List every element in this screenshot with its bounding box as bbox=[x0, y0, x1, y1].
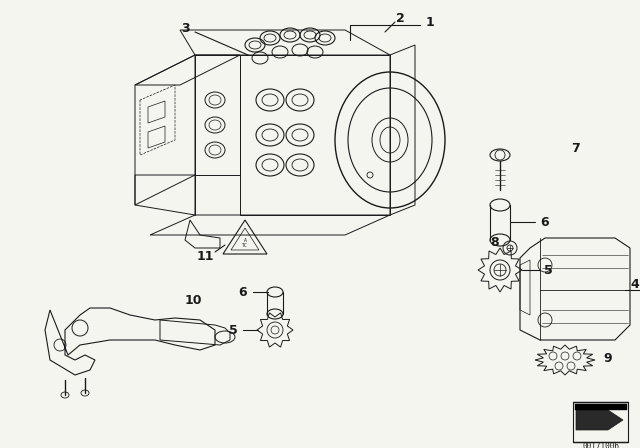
Text: 5: 5 bbox=[228, 323, 237, 336]
Text: A
TC: A TC bbox=[242, 238, 248, 248]
Text: 1: 1 bbox=[426, 16, 435, 29]
Text: 3: 3 bbox=[180, 22, 189, 34]
Text: 2: 2 bbox=[396, 12, 404, 25]
Text: 4: 4 bbox=[630, 279, 639, 292]
Text: 00171006: 00171006 bbox=[582, 441, 620, 448]
Text: 8: 8 bbox=[491, 236, 499, 249]
Text: 6: 6 bbox=[239, 285, 247, 298]
Text: 6: 6 bbox=[541, 215, 549, 228]
Text: 11: 11 bbox=[196, 250, 214, 263]
Text: 7: 7 bbox=[571, 142, 579, 155]
Text: 9: 9 bbox=[604, 352, 612, 365]
Polygon shape bbox=[576, 410, 623, 430]
FancyBboxPatch shape bbox=[575, 404, 627, 410]
Text: 10: 10 bbox=[184, 293, 202, 306]
Text: 5: 5 bbox=[543, 263, 552, 276]
